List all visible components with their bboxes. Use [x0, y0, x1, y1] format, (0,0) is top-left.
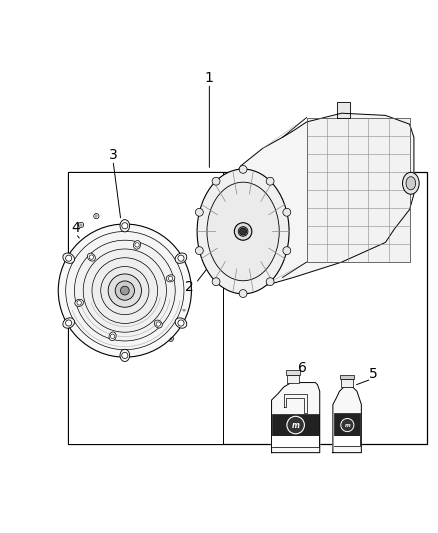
Ellipse shape: [92, 258, 158, 324]
Ellipse shape: [175, 253, 187, 263]
Circle shape: [212, 278, 220, 286]
Circle shape: [122, 223, 128, 229]
Ellipse shape: [66, 231, 184, 350]
Ellipse shape: [120, 286, 129, 295]
Circle shape: [266, 278, 274, 286]
Circle shape: [240, 228, 247, 235]
Ellipse shape: [109, 332, 116, 341]
Polygon shape: [206, 113, 414, 286]
Bar: [287, 375, 299, 383]
Ellipse shape: [87, 314, 92, 319]
Circle shape: [287, 416, 304, 434]
Ellipse shape: [168, 336, 173, 342]
Ellipse shape: [78, 284, 84, 289]
Circle shape: [195, 208, 203, 216]
Text: 3: 3: [109, 148, 117, 162]
Circle shape: [178, 255, 184, 261]
Bar: [272, 436, 319, 447]
Text: 5: 5: [369, 367, 378, 381]
Ellipse shape: [403, 172, 419, 194]
Polygon shape: [337, 102, 350, 118]
Bar: [286, 370, 300, 375]
Ellipse shape: [234, 223, 252, 240]
Ellipse shape: [78, 222, 84, 228]
Circle shape: [135, 243, 139, 247]
Circle shape: [122, 352, 128, 359]
Ellipse shape: [166, 275, 175, 282]
Ellipse shape: [74, 240, 175, 341]
Bar: [334, 437, 360, 446]
Circle shape: [66, 255, 72, 261]
Text: 4: 4: [71, 221, 80, 236]
Circle shape: [239, 165, 247, 173]
Ellipse shape: [100, 338, 106, 344]
Circle shape: [212, 177, 220, 185]
Circle shape: [283, 247, 291, 255]
Ellipse shape: [175, 318, 187, 328]
Bar: [272, 414, 319, 447]
Ellipse shape: [108, 274, 141, 307]
Text: 1: 1: [205, 71, 214, 85]
Bar: [341, 379, 353, 387]
Circle shape: [239, 289, 247, 297]
Circle shape: [341, 418, 354, 432]
Ellipse shape: [238, 227, 248, 236]
Bar: [307, 118, 410, 262]
Ellipse shape: [101, 266, 149, 314]
Circle shape: [195, 247, 203, 255]
Ellipse shape: [94, 214, 99, 219]
Text: 2: 2: [185, 280, 194, 294]
Circle shape: [110, 334, 115, 338]
Ellipse shape: [120, 220, 130, 232]
Ellipse shape: [120, 349, 130, 361]
Ellipse shape: [83, 249, 166, 332]
Polygon shape: [284, 393, 307, 413]
Ellipse shape: [58, 224, 191, 357]
Ellipse shape: [88, 253, 95, 261]
Text: 6: 6: [298, 361, 307, 375]
Text: m: m: [292, 421, 300, 430]
Ellipse shape: [197, 169, 289, 294]
Bar: [340, 375, 354, 379]
Circle shape: [283, 208, 291, 216]
Ellipse shape: [207, 182, 279, 281]
Circle shape: [89, 255, 94, 260]
Ellipse shape: [138, 343, 143, 348]
Polygon shape: [333, 387, 361, 453]
Ellipse shape: [406, 177, 416, 190]
Circle shape: [156, 322, 160, 326]
Circle shape: [266, 177, 274, 185]
Ellipse shape: [63, 253, 74, 263]
Bar: [68, 172, 223, 444]
Ellipse shape: [75, 299, 84, 306]
Ellipse shape: [134, 240, 141, 249]
Circle shape: [178, 320, 184, 326]
Circle shape: [77, 301, 81, 305]
Ellipse shape: [154, 320, 162, 328]
Bar: [68, 172, 427, 444]
Ellipse shape: [63, 318, 74, 328]
Ellipse shape: [115, 281, 134, 300]
Circle shape: [66, 320, 72, 326]
Circle shape: [168, 276, 173, 280]
Ellipse shape: [181, 308, 187, 313]
Text: m: m: [344, 423, 350, 428]
Polygon shape: [272, 383, 320, 453]
Bar: [334, 413, 360, 446]
Ellipse shape: [83, 253, 88, 258]
